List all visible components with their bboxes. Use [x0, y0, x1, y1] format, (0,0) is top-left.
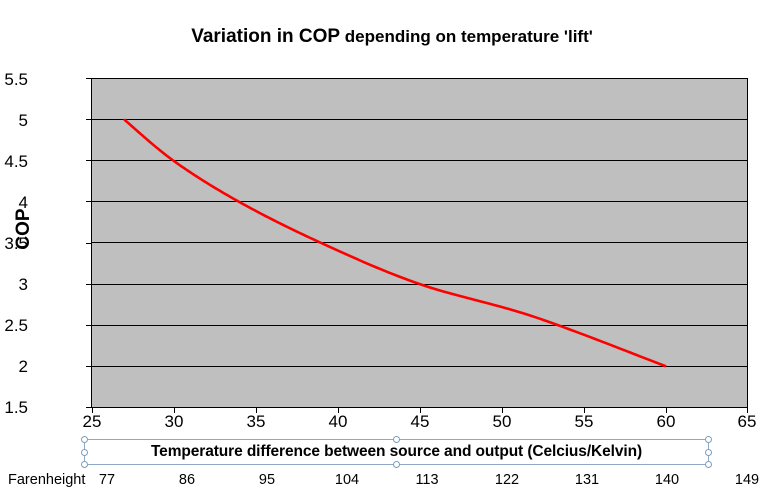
y-tick-mark [86, 407, 91, 408]
x-tick-label: 25 [82, 412, 102, 431]
plot-area [91, 78, 748, 408]
y-tick-label: 4.5 [4, 152, 28, 171]
fahrenheit-tick-label: 149 [734, 472, 760, 488]
x-tick-label: 55 [574, 412, 594, 431]
x-tick-mark [502, 408, 503, 413]
y-tick-label: 2.5 [4, 316, 28, 335]
y-tick-label: 5 [18, 111, 28, 130]
y-tick-mark [86, 160, 91, 161]
x-tick-mark [584, 408, 585, 413]
y-tick-mark [86, 243, 91, 244]
y-tick-label: 1.5 [4, 398, 28, 417]
gridline [92, 366, 747, 367]
gridline [92, 242, 747, 243]
resize-handle-top-left[interactable] [81, 436, 88, 443]
resize-handle-middle-left[interactable] [81, 448, 88, 456]
resize-handle-top-right[interactable] [705, 436, 712, 443]
fahrenheit-tick-label: 113 [415, 472, 439, 488]
x-tick-mark [666, 408, 667, 413]
y-tick-label: 3 [18, 275, 28, 294]
x-axis-title: Temperature difference between source an… [150, 443, 643, 460]
x-tick-mark [420, 408, 421, 413]
gridline [92, 119, 747, 120]
x-tick-label: 35 [246, 412, 266, 431]
gridline [92, 160, 747, 161]
x-tick-mark [256, 408, 257, 413]
x-tick-label: 30 [164, 412, 184, 431]
resize-handle-middle-right[interactable] [705, 448, 712, 456]
y-tick-mark [86, 366, 91, 367]
x-tick-label: 40 [328, 412, 348, 431]
x-tick-mark [174, 408, 175, 413]
fahrenheit-tick-label: 131 [574, 472, 600, 488]
fahrenheit-tick-label: 86 [178, 472, 196, 488]
x-tick-mark [747, 408, 748, 413]
secondary-axis-label: Farenheight [8, 472, 86, 488]
fahrenheit-tick-label: 95 [258, 472, 276, 488]
y-tick-mark [86, 325, 91, 326]
page-title: Variation in COP depending on temperatur… [0, 26, 784, 48]
y-tick-mark [86, 284, 91, 285]
x-tick-mark [92, 408, 93, 413]
series-cop-line [123, 118, 667, 368]
resize-handle-top-center[interactable] [393, 436, 400, 443]
fahrenheit-tick-label: 77 [98, 472, 116, 488]
y-tick-mark [86, 78, 91, 79]
y-tick-label: 2 [18, 357, 28, 376]
resize-handle-bottom-right[interactable] [705, 461, 712, 468]
x-axis-title-box[interactable]: Temperature difference between source an… [81, 436, 712, 468]
chart-title-sub: depending on temperature 'lift' [340, 27, 593, 46]
x-tick-label: 45 [410, 412, 430, 431]
y-tick-mark [86, 201, 91, 202]
x-tick-label: 50 [492, 412, 512, 431]
gridline [92, 325, 747, 326]
fahrenheit-tick-label: 140 [654, 472, 680, 488]
fahrenheit-tick-label: 104 [334, 472, 360, 488]
y-tick-label: 5.5 [4, 70, 28, 89]
x-tick-label: 60 [656, 412, 676, 431]
x-tick-label: 65 [737, 412, 757, 431]
fahrenheit-tick-label: 122 [494, 472, 520, 488]
resize-handle-bottom-left[interactable] [81, 461, 88, 468]
y-tick-mark [86, 119, 91, 120]
gridline [92, 201, 747, 202]
y-tick-label: 3.5 [4, 234, 28, 253]
resize-handle-bottom-center[interactable] [393, 461, 400, 468]
x-tick-mark [338, 408, 339, 413]
chart-title-main: Variation in COP [191, 26, 341, 47]
y-tick-label: 4 [18, 193, 28, 212]
